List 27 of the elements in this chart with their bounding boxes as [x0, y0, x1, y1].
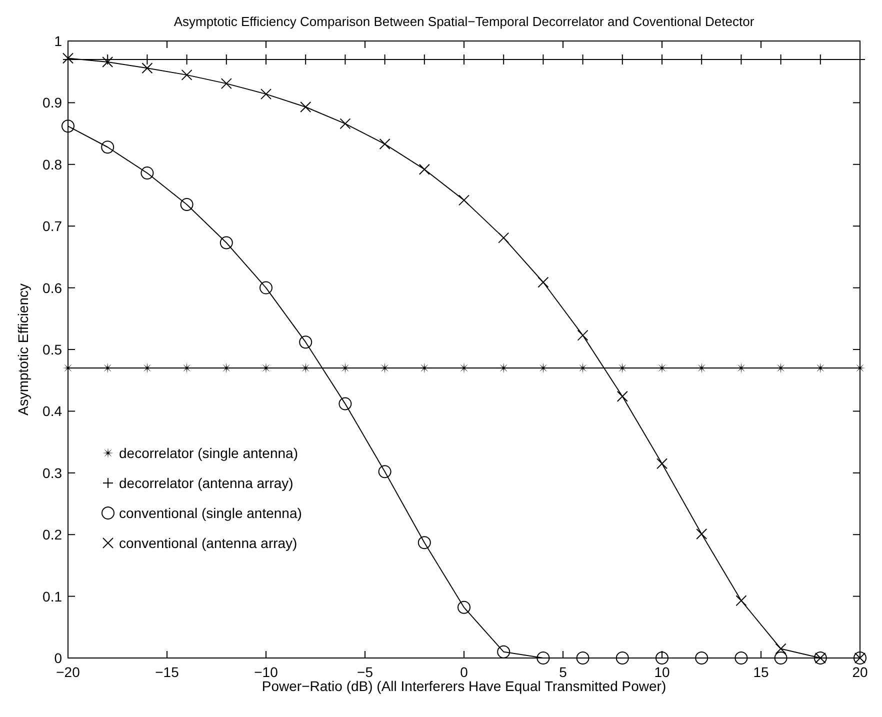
x-tick-label: −20: [56, 664, 80, 680]
x-tick-label: −10: [254, 664, 278, 680]
x-tick-label: −5: [357, 664, 374, 680]
y-tick-label: 0.6: [42, 280, 62, 296]
y-tick-label: 1: [54, 33, 62, 49]
y-tick-label: 0.2: [42, 526, 62, 543]
chart-title: Asymptotic Efficiency Comparison Between Spatial−Temporal Decorrelator and Coventional Detector: [174, 14, 755, 29]
y-tick-label: 0.4: [42, 403, 62, 420]
x-tick-label: 0: [460, 664, 468, 680]
y-tick-label: 0.5: [42, 342, 62, 358]
y-tick-label: 0.8: [42, 156, 62, 172]
y-axis-title: Asymptotic Efficiency: [15, 283, 31, 416]
y-tick-label: 0.7: [42, 218, 62, 234]
x-tick-label: 5: [559, 664, 568, 680]
legend-label: conventional (antenna array): [119, 535, 298, 551]
x-tick-label: −15: [155, 664, 180, 680]
legend-label: conventional (single antenna): [119, 505, 302, 521]
y-tick-label: 0: [54, 650, 62, 666]
legend-label: decorrelator (antenna array): [119, 475, 294, 491]
y-tick-label: 0.3: [42, 464, 62, 481]
x-tick-label: 10: [654, 664, 670, 680]
y-tick-label: 0.1: [42, 588, 62, 604]
x-axis-title: Power−Ratio (dB) (All Interferers Have Equal Transmitted Power): [262, 678, 666, 694]
x-tick-label: 15: [753, 664, 769, 680]
y-tick-label: 0.9: [42, 94, 62, 111]
x-tick-label: 20: [852, 664, 868, 680]
legend-label: decorrelator (single antenna): [119, 445, 298, 461]
